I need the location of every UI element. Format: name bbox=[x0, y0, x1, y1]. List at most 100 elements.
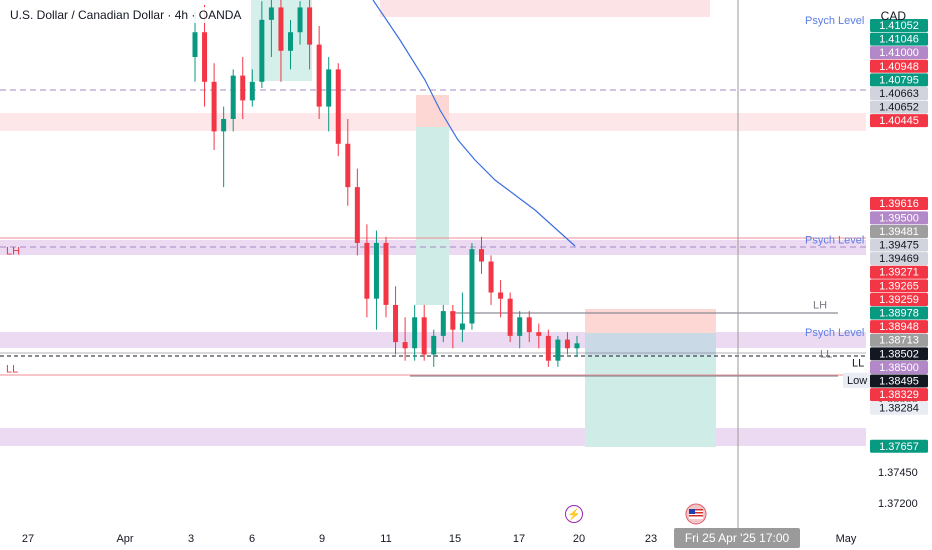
candle-body bbox=[278, 7, 284, 51]
candle-body bbox=[192, 32, 198, 58]
candle bbox=[469, 242, 475, 330]
candle bbox=[288, 19, 293, 70]
candle-body bbox=[421, 317, 427, 355]
price-badge-text: 1.38978 bbox=[879, 308, 919, 320]
price-badge: 1.40652 bbox=[870, 100, 928, 114]
price-badge: 1.40795 bbox=[870, 73, 928, 87]
price-badge-text: 1.40445 bbox=[879, 115, 919, 127]
candle bbox=[545, 329, 551, 367]
price-badge-bg bbox=[870, 360, 928, 374]
price-badge-text: 1.38329 bbox=[879, 389, 919, 401]
candle bbox=[440, 304, 446, 343]
price-badge: 1.39481 bbox=[870, 224, 928, 238]
candle-body bbox=[383, 242, 389, 305]
candle-body bbox=[402, 342, 408, 349]
price-badge-bg bbox=[870, 320, 928, 334]
price-badge-text: 1.38713 bbox=[879, 335, 919, 347]
lightning-icon[interactable]: ⚡ bbox=[565, 505, 583, 523]
price-badge: 1.41000 bbox=[870, 46, 928, 60]
price-badge: 1.39475 bbox=[870, 238, 928, 252]
price-badge-text: 1.41000 bbox=[879, 47, 919, 59]
crosshair-date-label: Fri 25 Apr '25 17:00 bbox=[674, 528, 800, 548]
price-badge-bg bbox=[870, 401, 928, 415]
price-badge: 1.38502 bbox=[870, 347, 928, 361]
price-badge-text: 1.39259 bbox=[879, 294, 919, 306]
price-badge: 1.39271 bbox=[870, 265, 928, 279]
price-badge-bg bbox=[870, 388, 928, 402]
candle-body bbox=[307, 7, 313, 45]
price-badge-bg bbox=[870, 73, 928, 87]
candle bbox=[373, 230, 379, 330]
price-badge-bg bbox=[870, 439, 928, 453]
candle-body bbox=[297, 7, 303, 33]
lines bbox=[0, 0, 866, 528]
moving-average-line bbox=[372, 0, 576, 247]
candle-body bbox=[498, 292, 504, 299]
candle bbox=[574, 335, 580, 357]
price-badge-bg bbox=[870, 32, 928, 46]
axis-line-label: LL bbox=[852, 357, 864, 369]
candle-body bbox=[536, 332, 542, 336]
price-badge-bg bbox=[870, 86, 928, 100]
price-badge-text: 1.39616 bbox=[879, 198, 919, 210]
price-badge-bg bbox=[870, 211, 928, 225]
chart-annotation: Psych Level bbox=[805, 234, 864, 246]
candle-body bbox=[221, 118, 227, 132]
time-axis[interactable]: 27 Apr 3 6 9 11 15 17 20 23 May bbox=[22, 533, 857, 545]
price-badge-bg bbox=[870, 252, 928, 266]
price-badge-text: 1.38284 bbox=[879, 403, 919, 415]
candle bbox=[402, 317, 408, 361]
candle-body bbox=[211, 81, 217, 132]
candle-body bbox=[469, 249, 475, 324]
price-badge-text: 1.40652 bbox=[879, 102, 919, 114]
short-position-future-entry-band bbox=[585, 333, 716, 355]
price-badge-text: 1.39265 bbox=[879, 280, 919, 292]
price-axis[interactable]: 1.372001.374501.380001.410521.410461.410… bbox=[843, 0, 932, 528]
us-flag-event-icon[interactable] bbox=[684, 503, 708, 525]
candle-body bbox=[259, 19, 265, 82]
candle bbox=[316, 26, 322, 119]
price-badge: 1.40445 bbox=[870, 114, 928, 128]
price-badge-text: 1.39271 bbox=[879, 267, 919, 279]
price-badge-bg bbox=[870, 18, 928, 32]
price-badge-text: 1.40948 bbox=[879, 61, 919, 73]
chart-annotation: LL bbox=[6, 363, 18, 375]
time-tick-label: 17 bbox=[513, 533, 525, 545]
price-badge-text: 1.41046 bbox=[879, 34, 919, 46]
candle-body bbox=[393, 304, 399, 343]
time-tick-label: 6 bbox=[249, 533, 255, 545]
candle-body bbox=[335, 69, 341, 144]
candle bbox=[555, 335, 561, 367]
candle-body bbox=[354, 187, 360, 243]
price-badge-bg bbox=[870, 59, 928, 73]
price-badge-bg bbox=[870, 100, 928, 114]
price-badge-text: 1.39475 bbox=[879, 240, 919, 252]
price-badge-text: 1.38495 bbox=[879, 376, 919, 388]
candle bbox=[412, 304, 418, 361]
price-badge-text: 1.38500 bbox=[879, 362, 919, 374]
candle-body bbox=[488, 261, 494, 293]
candle-body bbox=[326, 69, 332, 107]
candle-body bbox=[564, 339, 570, 349]
candle bbox=[393, 286, 399, 355]
chart-annotation: Psych Level bbox=[805, 327, 864, 339]
candle bbox=[421, 304, 427, 361]
price-badge: 1.38495 bbox=[870, 374, 928, 388]
chart-annotation: LH bbox=[813, 300, 827, 312]
candle-body bbox=[440, 311, 446, 336]
price-badge-text: 1.38948 bbox=[879, 321, 919, 333]
price-badge-text: 1.40795 bbox=[879, 74, 919, 86]
candle-body bbox=[345, 143, 351, 188]
currency-label[interactable]: CAD bbox=[880, 9, 906, 23]
candle-body bbox=[479, 249, 484, 262]
candle bbox=[240, 57, 246, 119]
price-badge-bg bbox=[870, 46, 928, 60]
candle-body bbox=[268, 7, 274, 20]
candle bbox=[230, 69, 236, 132]
chart-annotation: LH bbox=[6, 246, 20, 258]
candle-body bbox=[364, 242, 370, 299]
candle-body bbox=[316, 44, 322, 107]
candle-body bbox=[249, 81, 255, 101]
price-badge-bg bbox=[870, 196, 928, 210]
